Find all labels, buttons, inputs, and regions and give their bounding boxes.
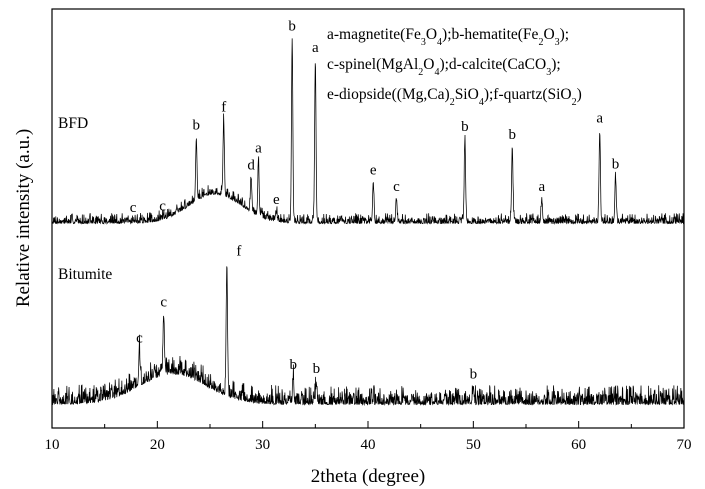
x-axis-title: 2theta (degree) <box>311 466 425 487</box>
peak-label: b <box>612 156 620 172</box>
peak-label: c <box>130 200 137 216</box>
y-axis-title: Relative intensity (a.u.) <box>13 129 34 307</box>
peak-label: b <box>313 361 321 377</box>
sample-labels: BFD Bitumite <box>58 115 112 283</box>
peak-label: c <box>159 198 166 214</box>
x-tick-label: 30 <box>255 437 270 453</box>
x-axis: 10 20 30 40 50 60 70 <box>45 421 692 453</box>
peak-label: b <box>289 357 297 373</box>
peak-label: b <box>193 117 201 133</box>
x-tick-label: 70 <box>677 437 692 453</box>
peak-label: c <box>393 179 400 195</box>
peak-label: e <box>273 192 280 208</box>
legend-entry: a-magnetite(Fe3O4);b-hematite(Fe2O3); <box>327 26 569 48</box>
series-layer <box>51 38 685 406</box>
x-tick-label: 50 <box>466 437 481 453</box>
peak-label: f <box>221 100 226 116</box>
peak-label: a <box>596 111 603 127</box>
x-tick-label: 60 <box>571 437 586 453</box>
peak-label: a <box>312 40 319 56</box>
peak-label: e <box>370 163 377 179</box>
peak-label: c <box>136 330 143 346</box>
peak-label: b <box>470 367 478 383</box>
peak-label: a <box>538 179 545 195</box>
sample-label: Bitumite <box>58 266 112 283</box>
legend-entry: e-diopside((Mg,Ca)2SiO4);f-quartz(SiO2) <box>327 86 582 108</box>
peak-label: b <box>461 119 469 135</box>
x-tick-label: 40 <box>361 437 376 453</box>
series-trace <box>51 38 685 225</box>
legend: a-magnetite(Fe3O4);b-hematite(Fe2O3); c-s… <box>327 26 582 108</box>
peak-label: b <box>288 19 296 35</box>
series-trace <box>51 266 685 406</box>
peak-label: f <box>236 244 241 260</box>
x-tick-label: 10 <box>45 437 60 453</box>
peak-label: b <box>509 127 517 143</box>
peak-label: a <box>255 141 262 157</box>
peak-label: d <box>247 157 255 173</box>
peak-label: c <box>160 295 167 311</box>
legend-entry: c-spinel(MgAl2O4);d-calcite(CaCO3); <box>327 56 561 78</box>
x-tick-label: 20 <box>150 437 165 453</box>
sample-label: BFD <box>58 115 88 132</box>
